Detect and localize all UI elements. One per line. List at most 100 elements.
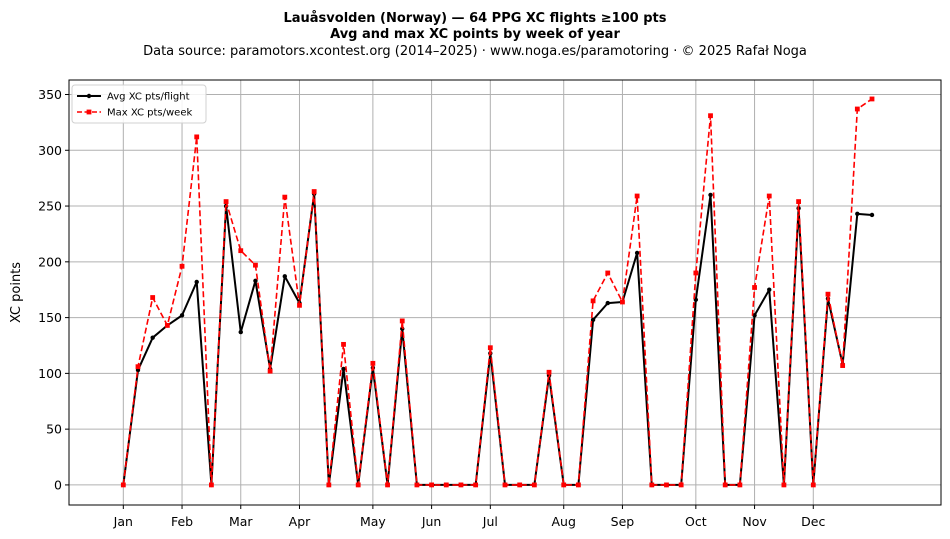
data-point — [605, 270, 611, 276]
y-tick-label: 50 — [46, 422, 62, 437]
data-point — [194, 134, 200, 140]
x-tick-label: Aug — [552, 514, 576, 529]
data-point — [370, 360, 376, 366]
data-point — [150, 335, 155, 340]
y-tick-label: 250 — [38, 199, 62, 214]
data-point — [238, 248, 244, 254]
series-line — [122, 98, 873, 486]
data-point — [620, 299, 625, 305]
x-tick-label: Oct — [685, 514, 707, 529]
data-point — [223, 199, 229, 204]
x-tick-label: Mar — [229, 514, 253, 529]
y-axis-label: XC points — [9, 262, 24, 323]
data-point — [752, 313, 757, 318]
data-point — [208, 482, 214, 488]
chart-subtitle: Avg and max XC points by week of year — [330, 27, 620, 42]
series-avg — [121, 191, 875, 488]
data-point — [502, 482, 508, 488]
data-point — [576, 482, 581, 488]
data-point — [150, 295, 156, 300]
data-point — [164, 323, 170, 328]
x-tick-label: Jun — [421, 514, 442, 529]
x-tick-label: Jan — [113, 514, 133, 529]
series-line — [122, 192, 873, 486]
data-point — [355, 482, 361, 488]
data-point — [781, 482, 787, 488]
data-point — [179, 263, 185, 269]
data-point — [693, 270, 699, 276]
data-point — [737, 482, 743, 488]
data-point — [649, 482, 655, 488]
data-point — [546, 369, 552, 375]
data-point — [429, 482, 434, 488]
data-point — [561, 482, 567, 488]
legend-item: Max XC pts/week — [77, 108, 192, 119]
x-tick-label: Nov — [742, 514, 767, 529]
data-point — [840, 363, 846, 368]
data-point — [443, 482, 449, 488]
data-point — [708, 192, 713, 198]
plot-frame — [68, 79, 942, 506]
data-point — [120, 482, 126, 488]
data-point — [590, 317, 596, 323]
data-point — [605, 300, 610, 306]
legend-label: Max XC pts/week — [107, 108, 192, 119]
legend: Avg XC pts/flight Max XC pts/week — [71, 84, 207, 124]
data-point — [297, 302, 302, 308]
data-point — [135, 364, 141, 370]
data-point — [194, 279, 199, 285]
data-point — [869, 212, 875, 218]
x-tick-label: Dec — [801, 514, 825, 529]
data-point — [458, 482, 464, 488]
legend-label: Avg XC pts/flight — [107, 92, 190, 103]
legend-swatch-marker — [86, 109, 92, 115]
data-point — [767, 287, 772, 292]
data-point — [267, 368, 273, 374]
y-tick-label: 100 — [38, 366, 62, 381]
data-point — [766, 193, 772, 199]
data-point — [399, 318, 405, 324]
data-point — [473, 482, 479, 488]
series-max — [120, 96, 875, 488]
data-point — [855, 211, 860, 217]
data-point — [311, 189, 317, 194]
x-axis: Jan Feb Mar Apr May Jun Jul Aug Sep Oct Nov Dec — [113, 505, 825, 529]
data-point — [678, 482, 684, 488]
y-tick-label: 150 — [38, 310, 62, 325]
data-point — [282, 274, 287, 279]
data-point — [664, 482, 669, 488]
legend-item: Avg XC pts/flight — [77, 92, 190, 103]
data-point — [282, 194, 288, 200]
data-point — [590, 298, 596, 304]
data-point — [341, 366, 346, 372]
chart-title: Lauåsvolden (Norway) — 64 PPG XC flights… — [283, 11, 666, 26]
y-axis: 0 50 100 150 200 250 300 350 — [38, 87, 69, 492]
legend-swatch-marker — [86, 93, 92, 99]
data-point — [869, 96, 875, 102]
data-point — [634, 193, 640, 199]
data-point — [238, 329, 243, 335]
data-point — [810, 482, 816, 488]
data-point — [722, 482, 728, 488]
data-point — [253, 262, 258, 268]
data-point — [179, 313, 185, 318]
data-point — [414, 482, 420, 488]
data-point — [253, 278, 258, 283]
x-tick-label: Sep — [611, 514, 635, 529]
legend-box — [71, 84, 207, 124]
data-point — [796, 199, 802, 204]
data-point — [634, 250, 640, 256]
y-tick-label: 300 — [38, 143, 62, 158]
y-tick-label: 350 — [38, 87, 62, 102]
x-tick-label: May — [360, 514, 386, 529]
data-point — [326, 482, 332, 488]
data-point — [385, 482, 390, 488]
data-point — [708, 113, 713, 119]
data-point — [825, 291, 831, 297]
y-tick-label: 200 — [38, 254, 62, 269]
x-tick-label: Feb — [171, 514, 193, 529]
y-tick-label: 0 — [54, 477, 62, 492]
data-point — [854, 106, 860, 112]
data-point — [531, 482, 537, 488]
